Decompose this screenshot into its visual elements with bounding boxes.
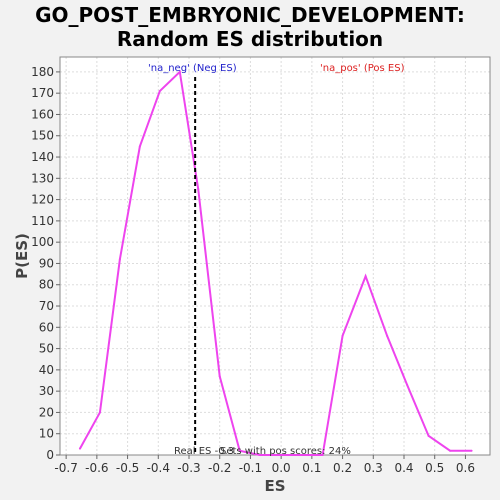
x-tick-label: -0.1: [239, 461, 262, 475]
x-tick-label: 0.1: [302, 461, 321, 475]
y-tick-label: 90: [39, 256, 54, 270]
x-tick-label: 0.6: [456, 461, 475, 475]
chart-title-line1: GO_POST_EMBRYONIC_DEVELOPMENT:: [35, 3, 465, 27]
y-tick-label: 150: [31, 129, 54, 143]
y-tick-label: 110: [31, 214, 54, 228]
data-point: [197, 187, 200, 190]
data-point: [178, 70, 181, 73]
y-tick-label: 180: [31, 65, 54, 79]
x-tick-label: -0.5: [116, 461, 139, 475]
data-point: [406, 383, 409, 386]
annotation-neg: 'na_neg' (Neg ES): [148, 63, 237, 74]
x-tick-label: -0.3: [177, 461, 200, 475]
data-point: [470, 449, 473, 452]
y-tick-label: 80: [39, 278, 54, 292]
x-tick-label: 0.4: [394, 461, 413, 475]
y-tick-label: 20: [39, 405, 54, 419]
x-tick-label: -0.4: [147, 461, 170, 475]
x-tick-label: 0.0: [272, 461, 291, 475]
x-axis-label: ES: [264, 477, 285, 495]
y-tick-label: 120: [31, 193, 54, 207]
y-tick-label: 170: [31, 86, 54, 100]
annotation-pos: 'na_pos' (Pos ES): [320, 63, 405, 74]
x-tick-label: 0.5: [425, 461, 444, 475]
y-tick-label: 160: [31, 107, 54, 121]
pos-scores-label: Sets with pos scores: 24%: [220, 446, 351, 457]
data-point: [158, 90, 161, 93]
y-tick-label: 0: [46, 448, 54, 462]
y-tick-label: 60: [39, 320, 54, 334]
x-tick-label: 0.2: [333, 461, 352, 475]
x-tick-label: -0.7: [54, 461, 77, 475]
x-tick-label: 0.3: [364, 461, 383, 475]
data-point: [238, 449, 241, 452]
data-point: [78, 447, 81, 450]
data-point: [280, 454, 283, 456]
data-point: [118, 258, 121, 261]
data-point: [427, 434, 430, 437]
data-point: [341, 334, 344, 337]
data-point: [321, 454, 324, 456]
y-tick-label: 10: [39, 427, 54, 441]
real-es-label: Real ES -0.3: [174, 446, 234, 457]
y-tick-label: 130: [31, 171, 54, 185]
y-axis-label: P(ES): [13, 233, 31, 279]
data-point: [258, 454, 261, 456]
x-tick-label: -0.2: [208, 461, 231, 475]
y-tick-label: 30: [39, 384, 54, 398]
data-point: [138, 145, 141, 148]
data-point: [98, 411, 101, 414]
y-tick-label: 40: [39, 363, 54, 377]
y-tick-label: 50: [39, 342, 54, 356]
y-tick-label: 70: [39, 299, 54, 313]
chart-title-line2: Random ES distribution: [116, 27, 384, 51]
series-line: [79, 69, 472, 456]
data-point: [386, 334, 389, 337]
data-point: [449, 449, 452, 452]
y-tick-label: 100: [31, 235, 54, 249]
x-tick-label: -0.6: [85, 461, 108, 475]
data-point: [301, 454, 304, 456]
y-tick-label: 140: [31, 150, 54, 164]
data-point: [364, 275, 367, 278]
data-point: [218, 375, 221, 378]
plot-area: [60, 57, 490, 455]
